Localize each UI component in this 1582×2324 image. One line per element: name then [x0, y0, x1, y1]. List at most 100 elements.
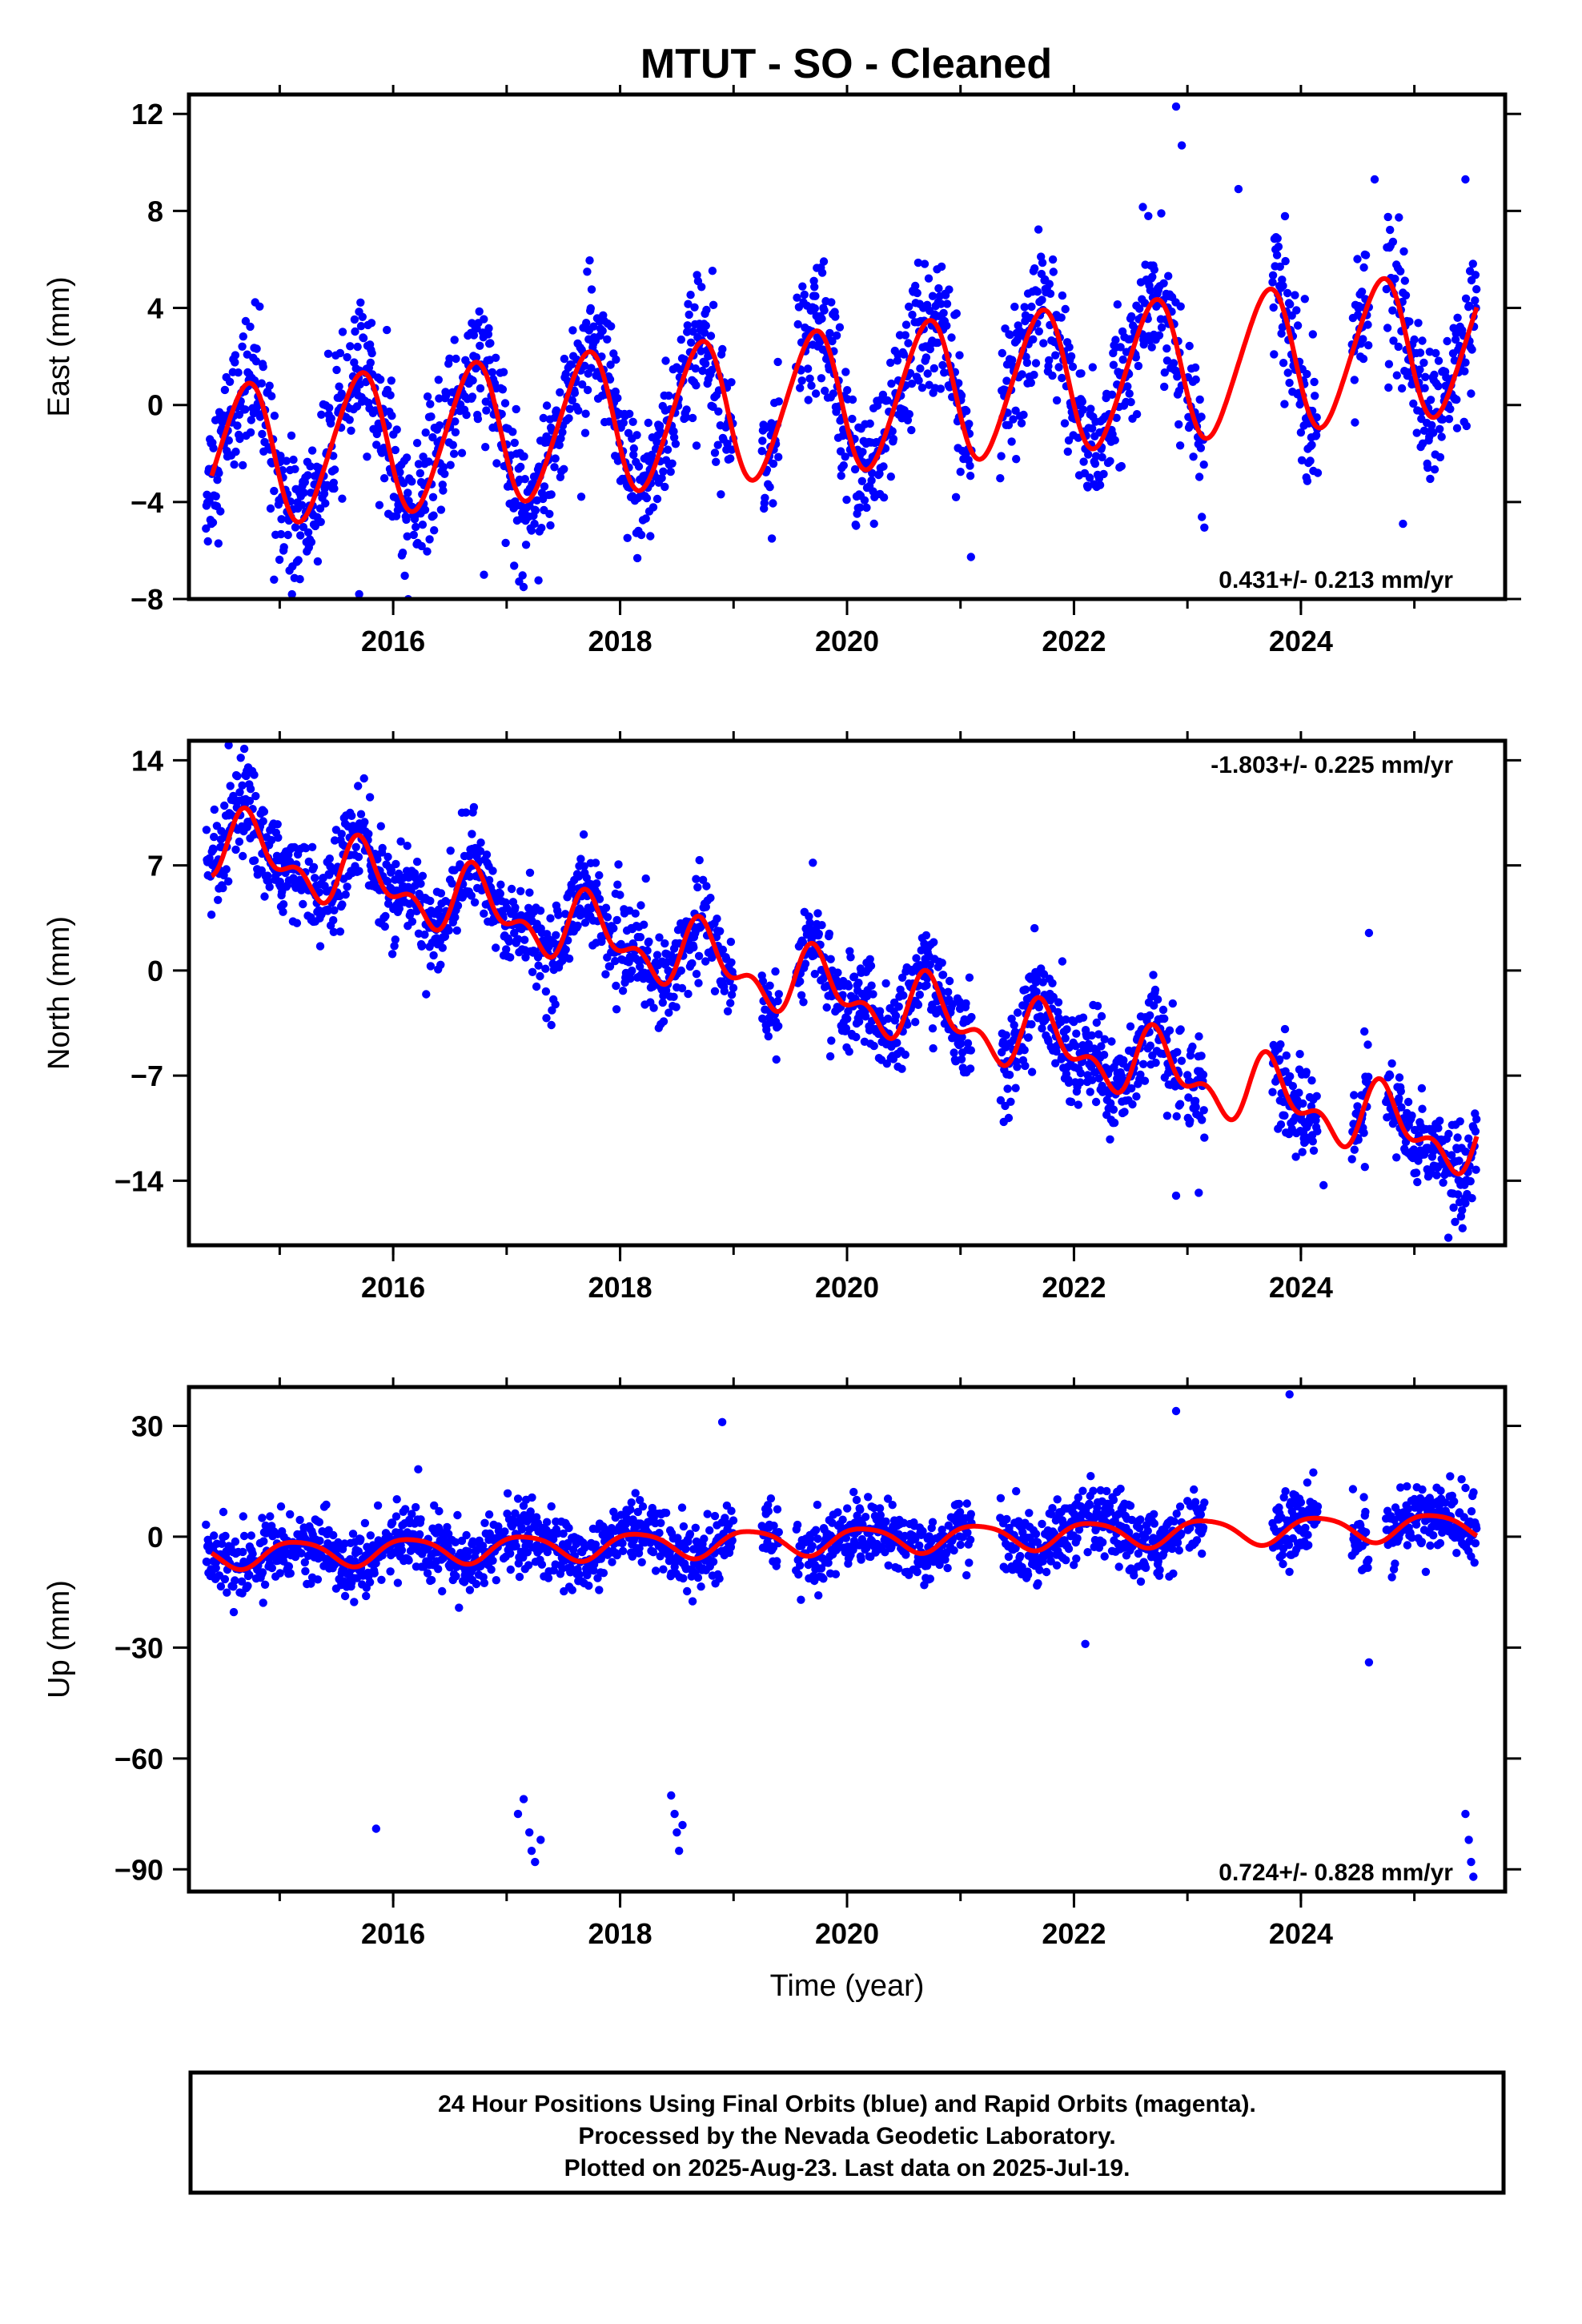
east-data-point	[757, 447, 766, 456]
north-data-point	[380, 922, 389, 931]
east-data-point	[481, 443, 490, 452]
north-data-point	[658, 998, 667, 1007]
east-data-point	[1434, 382, 1443, 391]
east-data-point	[671, 440, 681, 448]
east-data-point	[1019, 410, 1028, 420]
east-data-point	[480, 315, 488, 324]
north-data-point	[1411, 1168, 1421, 1177]
up-data-point	[340, 1591, 350, 1601]
east-data-point	[556, 388, 564, 397]
east-data-point	[1029, 335, 1038, 344]
east-data-point	[804, 396, 813, 404]
east-data-point	[1144, 211, 1153, 220]
east-data-point	[1397, 384, 1407, 393]
north-data-point	[1177, 1056, 1186, 1065]
east-data-point	[930, 364, 939, 373]
east-data-point	[425, 535, 434, 544]
east-data-point	[270, 486, 279, 496]
north-data-point	[612, 1005, 621, 1014]
north-data-point	[710, 987, 720, 996]
north-data-point	[1009, 1035, 1018, 1044]
north-data-point	[603, 913, 612, 922]
east-outlier-point	[1171, 102, 1181, 111]
north-data-point	[561, 945, 570, 955]
north-data-point	[1172, 1112, 1181, 1121]
north-data-point	[1091, 1097, 1101, 1107]
north-data-point	[846, 953, 855, 962]
east-data-point	[287, 431, 296, 440]
east-data-point	[519, 582, 528, 592]
east-data-point	[723, 439, 732, 448]
north-data-point	[448, 879, 456, 888]
north-data-point	[636, 962, 644, 971]
north-data-point	[1168, 999, 1178, 1008]
east-data-point	[589, 322, 598, 331]
north-data-point	[640, 920, 648, 929]
east-data-point	[717, 490, 725, 499]
north-data-point	[1434, 1124, 1443, 1132]
east-data-point	[612, 355, 620, 364]
east-data-point	[811, 389, 821, 398]
north-data-point	[564, 936, 572, 945]
north-data-point	[1032, 987, 1041, 996]
north-data-point	[226, 782, 235, 790]
east-data-point	[1291, 291, 1299, 300]
up-data-point	[243, 1582, 252, 1590]
north-data-point	[827, 1036, 836, 1045]
east-data-point	[1461, 294, 1471, 303]
east-data-point	[276, 529, 286, 539]
east-data-point	[923, 369, 932, 378]
east-data-point	[1088, 363, 1098, 372]
east-data-point	[1031, 359, 1041, 368]
north-data-point	[351, 842, 360, 852]
north-data-point	[899, 991, 908, 1000]
north-outlier-point	[1461, 1199, 1470, 1208]
east-data-point	[379, 474, 389, 483]
east-data-point	[1197, 412, 1206, 421]
east-data-point	[1415, 365, 1424, 374]
north-data-point	[1295, 1088, 1303, 1097]
north-data-point	[938, 971, 948, 979]
east-data-point	[1048, 255, 1058, 264]
north-data-point	[412, 857, 422, 866]
east-data-point	[567, 360, 576, 369]
east-data-point	[1437, 432, 1446, 441]
east-data-point	[1113, 300, 1122, 309]
north-data-point	[1011, 1084, 1020, 1092]
north-data-point	[525, 888, 534, 897]
east-data-point	[231, 358, 239, 367]
east-data-point	[869, 519, 878, 529]
east-data-point	[669, 433, 679, 442]
east-data-point	[247, 416, 255, 424]
north-data-point	[726, 999, 735, 1007]
north-data-point	[597, 937, 606, 947]
east-data-point	[356, 322, 366, 331]
north-data-point	[259, 807, 269, 816]
east-data-point	[962, 407, 971, 416]
up-data-point	[506, 1565, 515, 1574]
north-data-point	[383, 852, 392, 862]
north-y-tick-label: 14	[131, 744, 163, 777]
up-data-point	[480, 1518, 489, 1528]
east-data-point	[231, 351, 240, 360]
north-data-point	[467, 891, 476, 900]
east-data-point	[215, 468, 223, 477]
north-data-point	[1140, 1076, 1150, 1085]
north-data-point	[875, 1007, 885, 1015]
north-data-point	[833, 968, 842, 977]
north-data-point	[826, 955, 835, 963]
east-data-point	[1350, 376, 1359, 384]
east-data-point	[1438, 415, 1447, 424]
east-data-point	[387, 376, 396, 385]
east-data-point	[1054, 363, 1063, 372]
north-data-point	[641, 874, 650, 883]
east-data-point	[1010, 302, 1019, 312]
east-data-point	[251, 357, 261, 366]
north-data-point	[235, 788, 244, 797]
east-data-point	[315, 504, 325, 513]
north-data-point	[797, 991, 806, 1000]
north-data-point	[1021, 985, 1030, 994]
north-data-point	[693, 883, 702, 892]
north-data-point	[507, 884, 516, 894]
east-data-point	[648, 503, 658, 512]
